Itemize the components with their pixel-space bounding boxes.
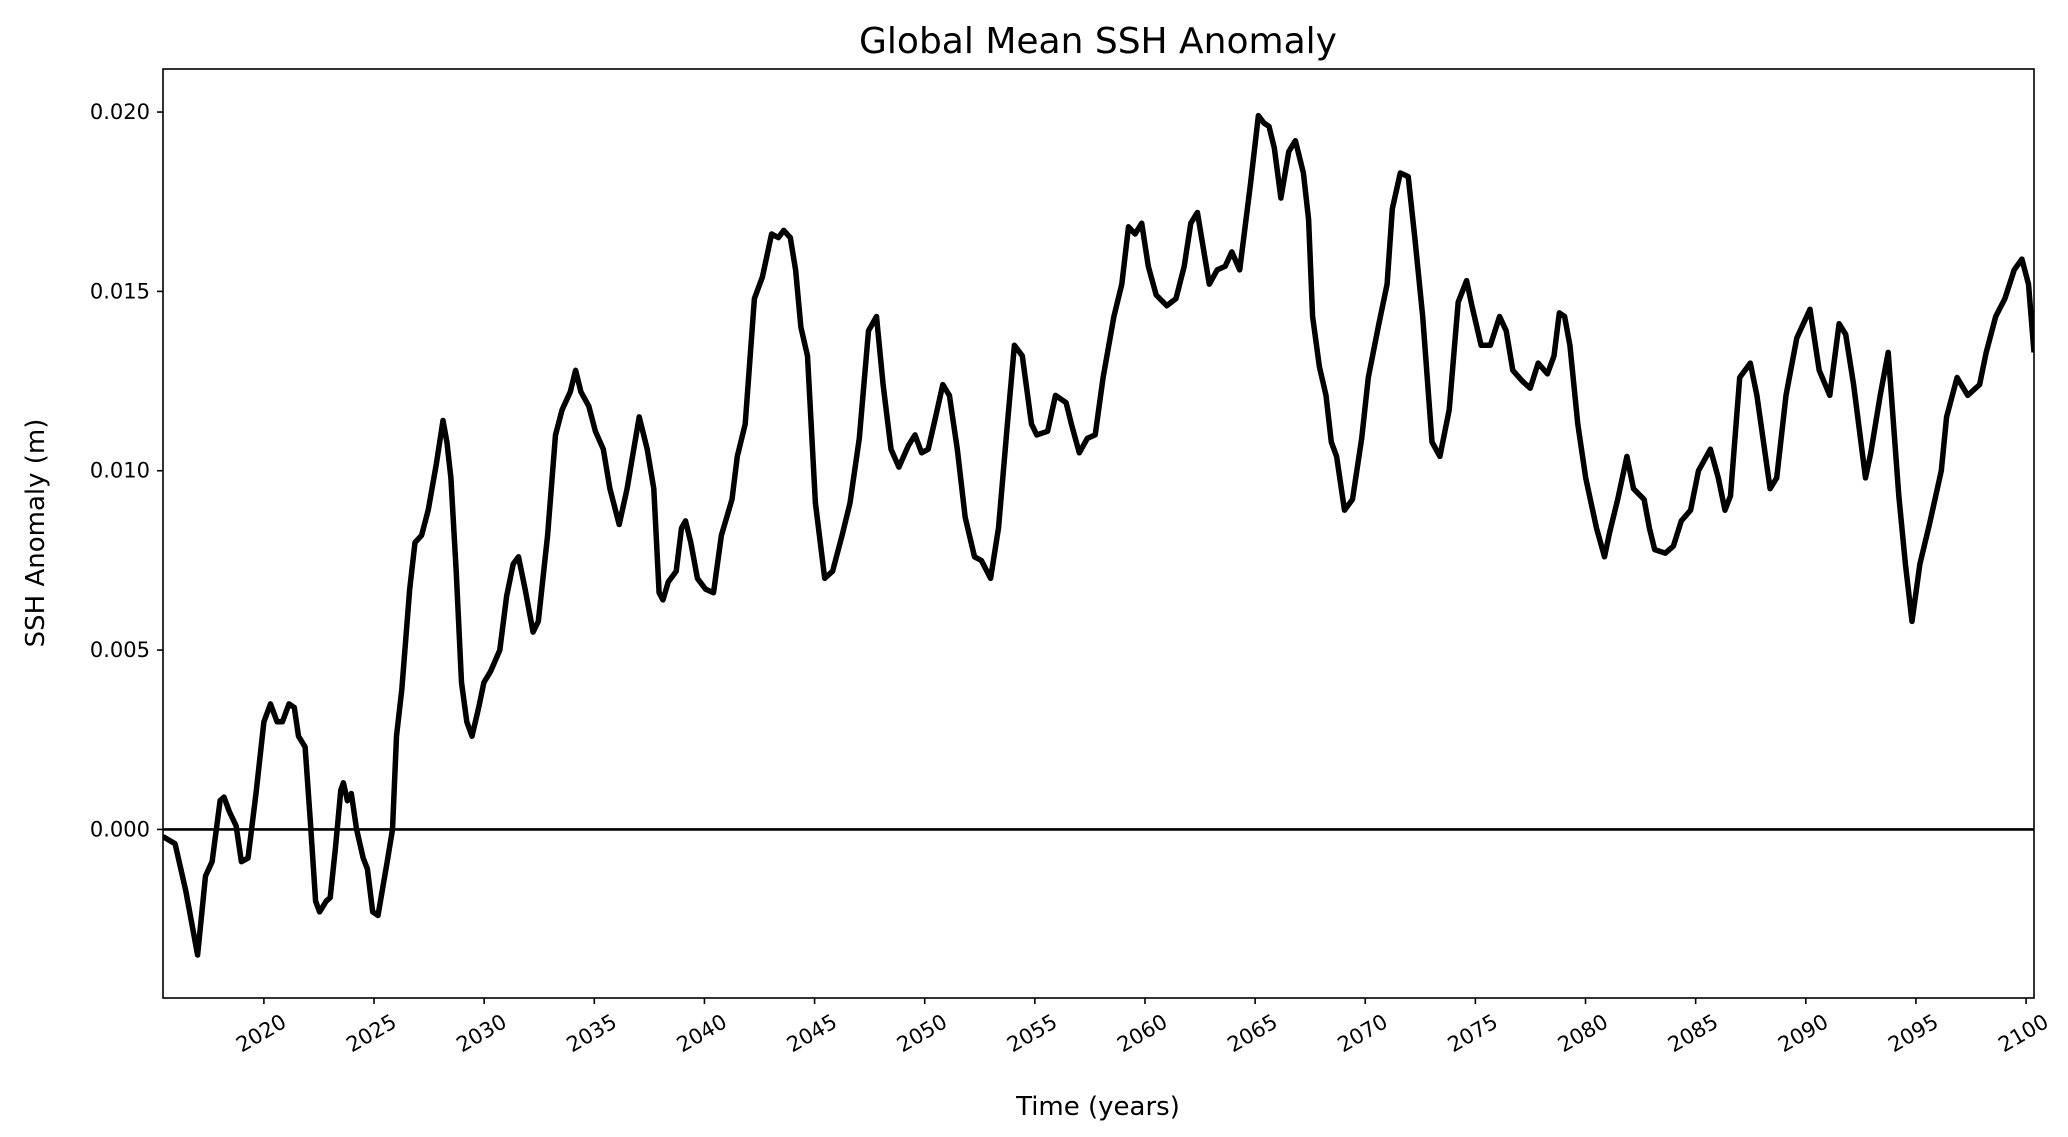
- x-axis-label: Time (years): [1015, 1092, 1180, 1122]
- chart-title: Global Mean SSH Anomaly: [859, 21, 1337, 62]
- y-tick-label: 0.010: [90, 459, 150, 483]
- plot-frame: [162, 68, 2035, 999]
- y-tick-label: 0.000: [90, 817, 150, 841]
- y-axis-label: SSH Anomaly (m): [21, 419, 51, 648]
- y-tick-label: 0.020: [90, 100, 150, 124]
- ssh-anomaly-series-line: [163, 112, 2034, 958]
- y-tick-label: 0.015: [90, 279, 150, 303]
- y-tick-label: 0.005: [90, 638, 150, 662]
